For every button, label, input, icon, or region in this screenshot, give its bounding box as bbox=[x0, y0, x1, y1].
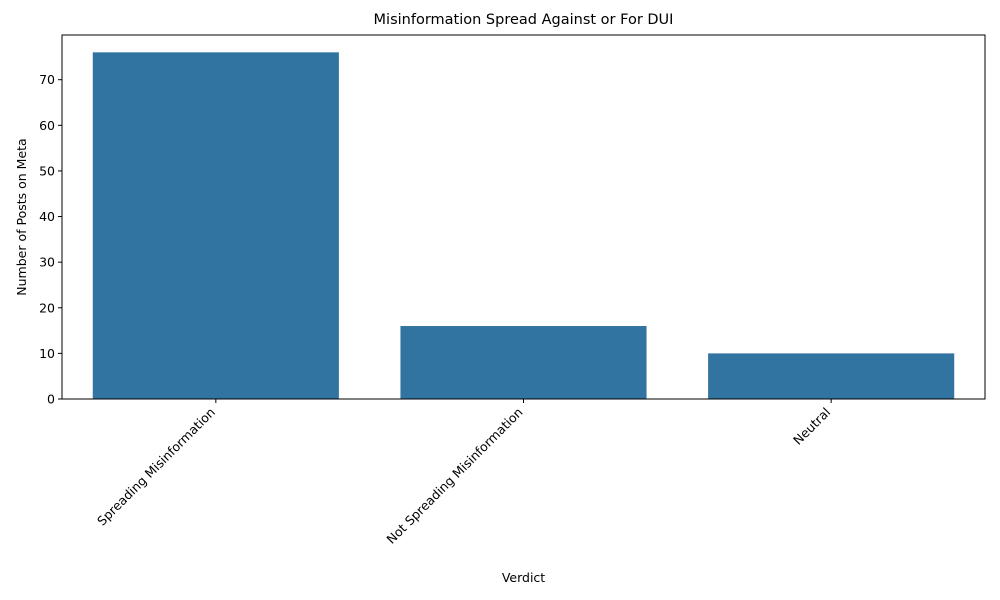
x-axis-label: Verdict bbox=[502, 570, 545, 585]
y-tick-label: 70 bbox=[39, 72, 55, 87]
bar-spreading-misinformation bbox=[92, 52, 339, 399]
y-tick-label: 40 bbox=[39, 209, 55, 224]
bars-group bbox=[92, 52, 955, 399]
x-tick-label: Not Spreading Misinformation bbox=[383, 405, 525, 547]
y-axis-label: Number of Posts on Meta bbox=[14, 138, 29, 295]
y-axis-ticks: 0 10 20 30 40 50 60 70 bbox=[39, 72, 62, 407]
x-tick-label: Neutral bbox=[790, 405, 833, 448]
x-tick-label: Spreading Misinformation bbox=[94, 405, 218, 529]
y-tick-label: 30 bbox=[39, 255, 55, 270]
plot-frame bbox=[61, 34, 986, 400]
x-axis-ticks: Spreading Misinformation Not Spreading Mi… bbox=[94, 399, 833, 547]
bar-not-spreading-misinformation bbox=[400, 326, 647, 399]
y-tick-label: 20 bbox=[39, 300, 55, 315]
bar-neutral bbox=[708, 353, 955, 399]
y-tick-label: 50 bbox=[39, 163, 55, 178]
y-tick-label: 60 bbox=[39, 118, 55, 133]
y-tick-label: 0 bbox=[47, 392, 55, 407]
y-tick-label: 10 bbox=[39, 346, 55, 361]
chart-title: Misinformation Spread Against or For DUI bbox=[374, 12, 674, 28]
